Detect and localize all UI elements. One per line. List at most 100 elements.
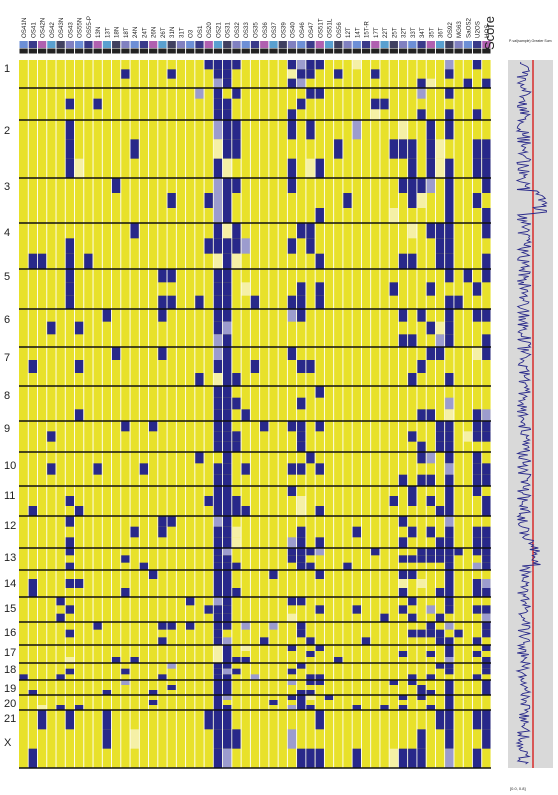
altered-segment	[445, 496, 454, 506]
sample-swatch-dark	[130, 48, 139, 54]
altered-segment	[306, 452, 315, 464]
altered-segment	[389, 282, 399, 296]
altered-segment	[435, 253, 445, 269]
score-background	[508, 60, 553, 768]
altered-segment	[417, 360, 426, 373]
altered-segment	[65, 516, 75, 527]
altered-segment	[213, 98, 223, 110]
sample-swatch	[472, 41, 482, 48]
altered-segment	[287, 295, 297, 309]
altered-segment	[371, 98, 380, 110]
altered-segment	[223, 663, 232, 669]
altered-segment	[445, 60, 454, 70]
chromosome-label: 5	[4, 271, 10, 283]
sample-swatch	[260, 41, 269, 48]
altered-segment	[223, 321, 232, 335]
altered-segment	[102, 710, 112, 730]
altered-segment	[213, 680, 223, 685]
chromosome-label: 21	[4, 713, 16, 725]
altered-segment	[445, 705, 454, 710]
altered-segment	[454, 548, 463, 556]
chromosome-label: 15	[4, 603, 16, 615]
altered-segment	[343, 562, 352, 570]
altered-segment	[306, 674, 315, 680]
altered-segment	[297, 555, 306, 563]
sample-swatch	[167, 41, 176, 48]
altered-segment	[74, 321, 84, 335]
altered-segment	[223, 253, 232, 269]
sample-swatch	[371, 41, 380, 48]
altered-segment	[223, 223, 232, 239]
altered-segment	[213, 562, 223, 570]
chromosome-label: 6	[4, 314, 10, 326]
altered-segment	[371, 548, 380, 556]
altered-segment	[408, 486, 417, 496]
sample-label: 25T	[391, 27, 398, 38]
sample-swatches	[19, 41, 491, 54]
altered-segment	[482, 208, 491, 223]
altered-segment	[417, 555, 426, 563]
altered-segment	[297, 695, 306, 700]
altered-segment	[408, 193, 417, 208]
sample-swatch-dark	[269, 48, 278, 54]
chromosome-label: 16	[4, 627, 16, 639]
altered-segment	[343, 193, 352, 208]
sample-swatch	[324, 41, 334, 48]
sample-swatch	[426, 41, 435, 48]
sample-label: OS43	[67, 22, 74, 38]
altered-segment	[241, 238, 250, 254]
altered-segment	[121, 680, 130, 685]
altered-segment	[223, 668, 232, 675]
altered-segment	[223, 158, 232, 178]
altered-segment	[417, 309, 426, 322]
altered-segment	[445, 548, 454, 556]
altered-segment	[445, 120, 454, 140]
altered-segment	[426, 605, 436, 614]
altered-segment	[213, 158, 223, 178]
altered-segment	[445, 334, 454, 347]
altered-segment	[417, 695, 426, 700]
sample-label: 26N	[151, 27, 158, 38]
altered-segment	[232, 657, 241, 663]
altered-segment	[167, 295, 176, 309]
altered-segment	[213, 570, 223, 579]
sample-label: OS55-P	[86, 16, 93, 38]
altered-segment	[204, 605, 213, 614]
altered-segment	[445, 158, 454, 178]
altered-segment	[158, 622, 167, 630]
altered-segment	[213, 526, 223, 538]
altered-segment	[472, 452, 482, 464]
altered-segment	[398, 474, 408, 486]
altered-segment	[463, 431, 473, 442]
altered-segment	[417, 629, 426, 638]
altered-segment	[74, 360, 84, 373]
altered-segment	[417, 690, 426, 695]
altered-segment	[232, 526, 241, 538]
sample-swatch	[75, 41, 84, 48]
altered-segment	[426, 120, 436, 140]
altered-segment	[93, 98, 102, 110]
sample-swatch-dark	[223, 48, 232, 54]
altered-segment	[19, 674, 28, 680]
altered-segment	[306, 748, 315, 768]
altered-segment	[167, 622, 176, 630]
sample-swatch-dark	[426, 48, 435, 54]
altered-segment	[213, 597, 223, 606]
altered-segment	[482, 537, 491, 548]
altered-segment	[315, 421, 325, 432]
altered-segment	[232, 588, 241, 597]
altered-segment	[232, 60, 241, 70]
sample-label: OS35	[253, 22, 260, 38]
altered-segment	[223, 562, 232, 570]
altered-segment	[482, 680, 491, 685]
chromosome-label: 2	[4, 125, 10, 137]
altered-segment	[472, 193, 482, 208]
altered-segment	[223, 474, 232, 486]
altered-segment	[213, 223, 223, 239]
altered-segment	[102, 690, 112, 695]
altered-segment	[315, 537, 325, 548]
altered-segment	[445, 253, 454, 269]
altered-segment	[482, 158, 491, 178]
altered-segment	[445, 710, 454, 730]
altered-segment	[287, 613, 297, 622]
